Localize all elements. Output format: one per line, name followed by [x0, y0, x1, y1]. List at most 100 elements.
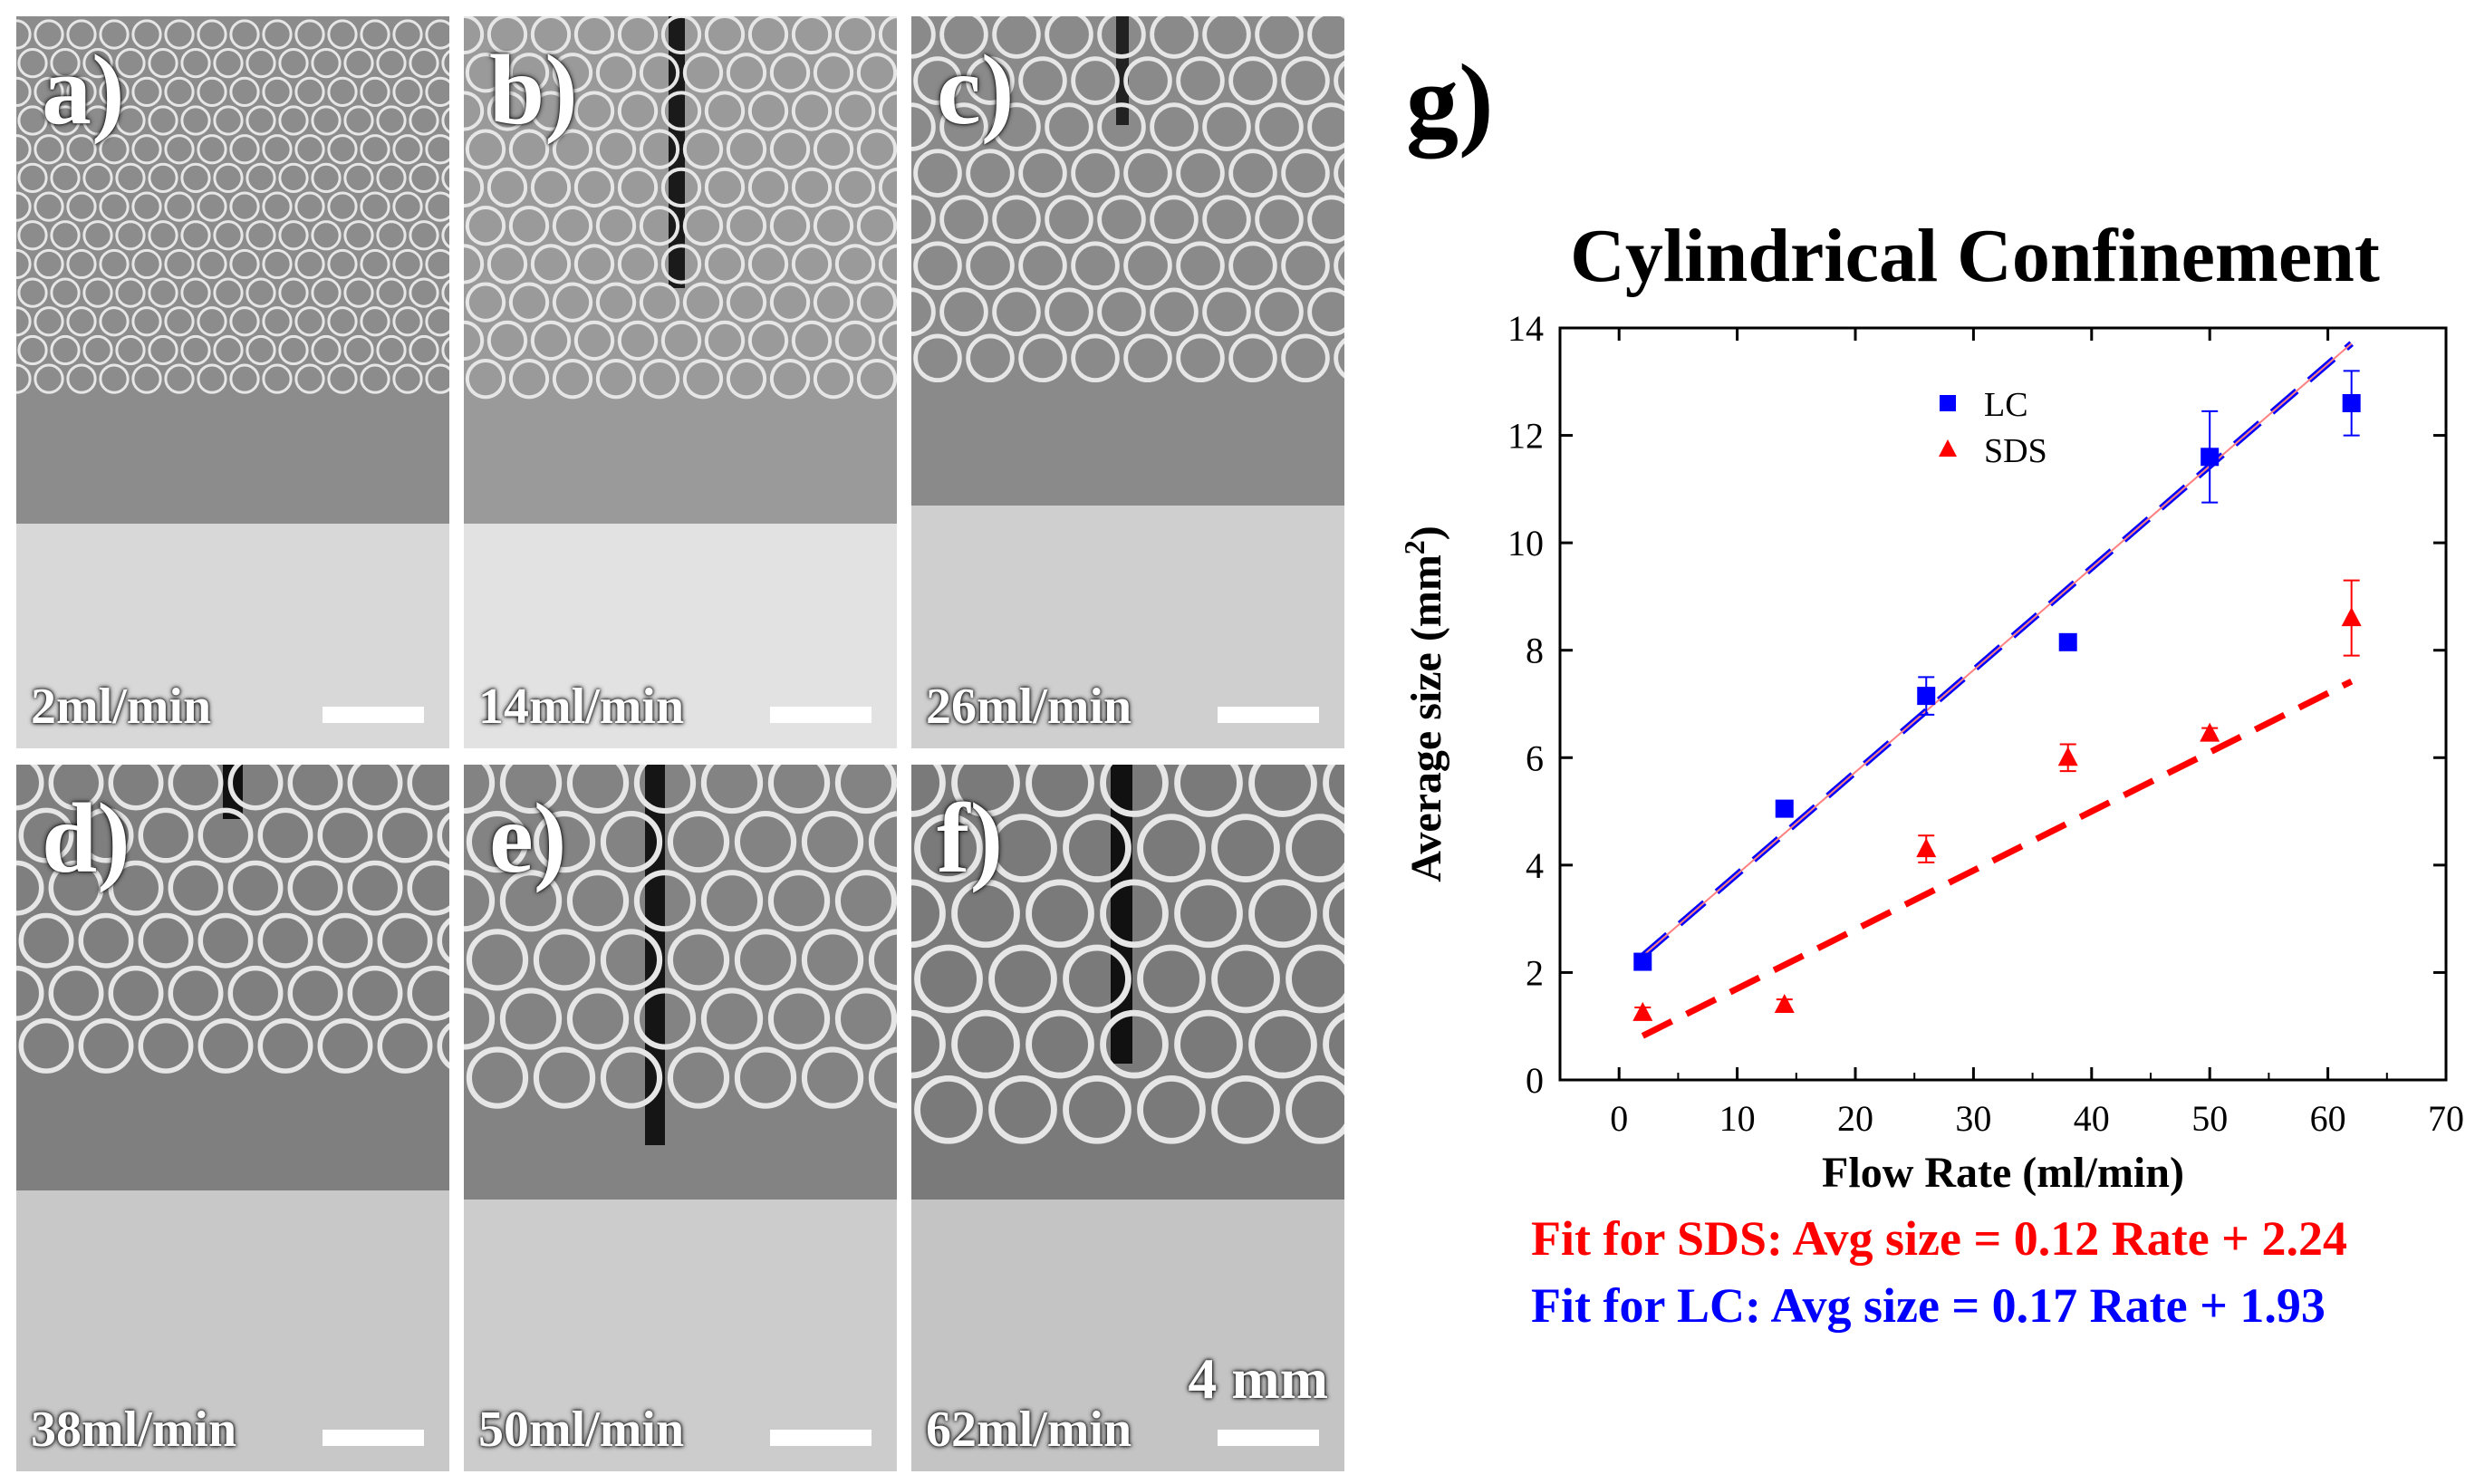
foam-cell — [834, 167, 876, 208]
foam-cell — [1150, 195, 1199, 244]
foam-cell — [1045, 287, 1093, 337]
x-tick-label: 70 — [2428, 1098, 2464, 1139]
panel-label: c) — [937, 34, 1015, 145]
foam-cell — [911, 195, 936, 244]
foam-image-a — [16, 16, 449, 748]
data-point-sds — [2057, 747, 2078, 766]
foam-cell — [108, 965, 164, 1021]
foam-cell — [197, 1017, 254, 1074]
foam-cell — [617, 320, 659, 361]
foam-cell — [682, 129, 724, 169]
foam-cell — [914, 1074, 983, 1144]
foam-cell — [34, 19, 64, 50]
foam-cell — [1202, 16, 1251, 59]
foam-cell — [347, 860, 403, 916]
x-tick-label: 0 — [1610, 1098, 1628, 1139]
foam-cell — [868, 929, 897, 991]
foam-cell — [992, 287, 1041, 337]
foam-cell — [499, 870, 563, 932]
foam-cell — [1176, 149, 1225, 198]
foam-cell — [343, 277, 374, 308]
panel-label: d) — [42, 783, 130, 893]
foam-cell — [466, 929, 529, 991]
foam-cell — [1334, 246, 1344, 286]
foam-cell — [16, 306, 32, 337]
foam-cell — [466, 810, 529, 873]
foam-cell — [464, 16, 485, 55]
legend-label: SDS — [1984, 432, 2047, 470]
foam-cell — [227, 765, 284, 811]
foam-cell — [1018, 149, 1067, 198]
foam-cell — [1255, 16, 1304, 59]
foam-cell — [34, 134, 64, 165]
foam-cell — [257, 1017, 313, 1074]
foam-cell — [508, 53, 550, 93]
foam-cell — [262, 191, 293, 222]
foam-cell — [486, 167, 528, 208]
foam-cell — [197, 306, 227, 337]
foam-cell — [392, 248, 423, 280]
foam-cell — [425, 191, 449, 222]
foam-cell — [377, 1017, 433, 1074]
x-tick-label: 60 — [2310, 1098, 2346, 1139]
foam-cell — [747, 16, 789, 55]
foam-cell — [767, 765, 831, 814]
legend: LC SDS — [1939, 386, 2047, 470]
foam-cell — [988, 814, 1057, 883]
foam-cell — [360, 363, 390, 394]
foam-cell — [164, 134, 195, 165]
photo-panel-f: f) 62ml/min 4 mm — [911, 765, 1344, 1471]
foam-cell — [17, 334, 48, 366]
foam-cell — [1100, 879, 1169, 949]
foam-cell — [552, 53, 593, 93]
foam-cell — [667, 1046, 730, 1109]
foam-cell — [392, 76, 423, 107]
data-point-lc — [1775, 799, 1794, 818]
foam-cell — [856, 206, 897, 246]
foam-cell — [464, 167, 485, 208]
foam-cell — [197, 19, 227, 50]
foam-cell — [700, 870, 764, 932]
foam-cell — [726, 359, 767, 400]
foam-cell — [465, 282, 506, 323]
foam-cell — [1286, 814, 1344, 883]
foam-cell — [465, 53, 506, 93]
foam-cell — [878, 320, 897, 361]
foam-cell — [726, 129, 767, 169]
foam-cell — [682, 206, 724, 246]
foam-cell — [78, 912, 134, 968]
foam-cell — [1248, 765, 1317, 817]
foam-cell — [533, 1046, 596, 1109]
foam-cell — [1202, 287, 1251, 337]
foam-cell — [700, 988, 764, 1050]
foam-cell — [573, 16, 615, 55]
foam-cell — [1255, 102, 1304, 151]
foam-cell — [1018, 241, 1067, 290]
foam-cell — [311, 105, 342, 136]
foam-cell — [878, 91, 897, 131]
foam-cell — [262, 76, 293, 107]
foam-cell — [1255, 287, 1304, 337]
foam-cell — [1323, 1012, 1344, 1076]
foam-cell — [508, 282, 550, 323]
scale-bar — [770, 1430, 872, 1446]
foam-cell — [1211, 814, 1280, 883]
foam-cell — [914, 944, 983, 1014]
foam-cell — [834, 320, 876, 361]
foam-cell — [407, 965, 449, 1021]
foam-cell — [1123, 149, 1172, 198]
foam-cell — [327, 19, 358, 50]
foam-cell — [600, 1046, 663, 1109]
foam-cell — [1176, 241, 1225, 290]
foam-cell — [138, 1017, 194, 1074]
foam-cell — [327, 248, 358, 280]
foam-cell — [441, 336, 449, 364]
foam-cell — [856, 53, 897, 93]
foam-cell — [1100, 765, 1169, 817]
foam-cell — [229, 134, 260, 165]
legend-label: LC — [1984, 386, 2028, 424]
foam-cell — [343, 220, 374, 251]
foam-cell — [347, 765, 403, 811]
axis-ticks — [1559, 326, 2448, 1082]
foam-cell — [700, 765, 764, 814]
